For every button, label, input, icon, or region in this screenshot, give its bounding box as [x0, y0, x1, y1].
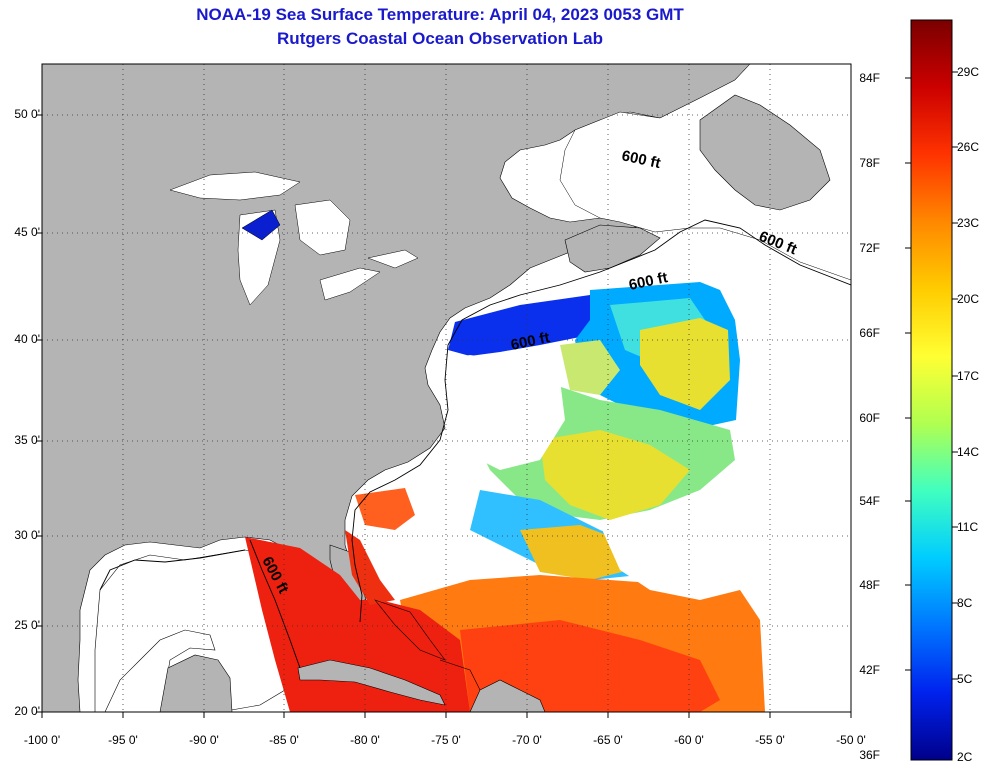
lon-tick-label: -85 0' — [269, 733, 299, 747]
lon-tick-label: -50 0' — [836, 733, 866, 747]
colorbar-ticks — [905, 71, 958, 680]
grid-lines — [42, 64, 851, 712]
colorbar-c-label: 5C — [957, 672, 973, 686]
colorbar-f-label: 48F — [859, 578, 880, 592]
lon-tick-label: -70 0' — [512, 733, 542, 747]
lat-tick-label: 25 0' — [14, 618, 40, 632]
land-cuba — [297, 659, 446, 706]
colorbar-f-label: 36F — [859, 748, 880, 762]
colorbar-c-label: 2C — [957, 750, 973, 764]
great-lakes — [169, 171, 419, 306]
lon-tick-label: -95 0' — [108, 733, 138, 747]
colorbar-c-label: 11C — [957, 520, 979, 534]
colorbar-c-label: 26C — [957, 140, 980, 154]
bahamas — [374, 599, 481, 691]
lat-tick-label: 50 0' — [14, 107, 40, 121]
lon-tick-label: -100 0' — [23, 733, 61, 747]
lat-tick-label: 30 0' — [14, 528, 40, 542]
lat-tick-label: 35 0' — [14, 433, 40, 447]
sst-data — [245, 282, 765, 712]
lat-tick-label: 40 0' — [14, 332, 40, 346]
land-north-america — [42, 64, 751, 712]
lon-tick-label: -75 0' — [431, 733, 461, 747]
colorbar-f-label: 78F — [859, 156, 880, 170]
land-nova-scotia — [564, 224, 661, 273]
colorbar-f-label: 84F — [859, 71, 880, 85]
colorbar-f-label: 42F — [859, 663, 880, 677]
lon-tick-label: -60 0' — [674, 733, 704, 747]
land-yucatan — [159, 654, 233, 712]
colorbar-c-label: 17C — [957, 369, 980, 383]
lon-tick-label: -80 0' — [350, 733, 380, 747]
colorbar-f-label: 72F — [859, 241, 880, 255]
lon-tick-label: -65 0' — [593, 733, 623, 747]
lat-tick-label: 45 0' — [14, 225, 40, 239]
lon-tick-label: -55 0' — [755, 733, 785, 747]
colorbar-f-label: 66F — [859, 326, 880, 340]
colorbar-c-label: 14C — [957, 445, 980, 459]
map-title: NOAA-19 Sea Surface Temperature: April 0… — [196, 5, 684, 24]
colorbar-f-label: 54F — [859, 494, 880, 508]
colorbar-c-label: 23C — [957, 216, 980, 230]
colorbar-c-label: 29C — [957, 65, 980, 79]
axis-ticks — [36, 114, 852, 718]
colorbar-c-label: 8C — [957, 596, 973, 610]
map-subtitle: Rutgers Coastal Ocean Observation Lab — [277, 29, 603, 48]
colorbar-f-label: 60F — [859, 411, 880, 425]
colorbar-c-label: 20C — [957, 292, 980, 306]
lat-tick-label: 20 0' — [14, 704, 40, 718]
isobath-600ft — [99, 219, 851, 669]
land-newfoundland — [699, 94, 831, 211]
colorbar — [910, 19, 953, 761]
lon-tick-label: -90 0' — [189, 733, 219, 747]
